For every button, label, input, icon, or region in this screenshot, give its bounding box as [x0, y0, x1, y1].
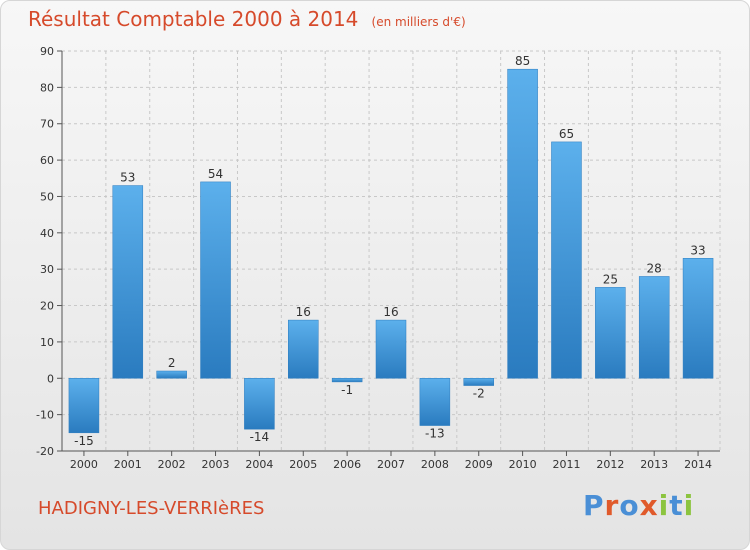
y-tick-label: 80 — [40, 81, 54, 94]
proxiti-logo: Proxiti — [583, 489, 694, 522]
value-label-2011: 65 — [559, 127, 574, 141]
value-label-2000: -15 — [74, 434, 94, 448]
commune-name: HADIGNY-LES-VERRIèRES — [38, 498, 265, 519]
logo-letter: r — [604, 489, 620, 522]
value-label-2004: -14 — [250, 430, 270, 444]
title-text: Résultat Comptable 2000 à 2014 — [28, 7, 359, 31]
value-label-2006: -1 — [341, 383, 353, 397]
x-tick-label: 2004 — [245, 458, 273, 471]
value-label-2005: 16 — [296, 305, 311, 319]
y-tick-label: 20 — [40, 300, 54, 313]
y-tick-label: 0 — [47, 372, 54, 385]
logo-letter: P — [583, 489, 605, 522]
x-tick-label: 2001 — [114, 458, 142, 471]
chart-title: Résultat Comptable 2000 à 2014 (en milli… — [28, 7, 466, 31]
value-label-2009: -2 — [473, 387, 485, 401]
y-tick-label: 70 — [40, 118, 54, 131]
bar-2004 — [244, 378, 275, 430]
x-tick-label: 2000 — [70, 458, 98, 471]
y-tick-label: 50 — [40, 190, 54, 203]
bar-2002 — [156, 370, 187, 379]
value-label-2007: 16 — [383, 305, 398, 319]
value-label-2002: 2 — [168, 356, 176, 370]
x-tick-label: 2003 — [202, 458, 230, 471]
title-unit: (en milliers d'€) — [371, 15, 466, 29]
bar-2008 — [419, 378, 451, 426]
y-tick-label: -10 — [36, 409, 54, 422]
x-tick-label: 2007 — [377, 458, 405, 471]
y-tick-label: 10 — [40, 336, 54, 349]
y-tick-label: -20 — [36, 445, 54, 458]
value-label-2012: 25 — [603, 272, 618, 286]
value-label-2010: 85 — [515, 54, 530, 68]
bar-2003 — [200, 181, 231, 379]
value-label-2014: 33 — [690, 243, 705, 257]
bar-2006 — [331, 378, 363, 383]
bar-2010 — [507, 68, 538, 379]
bars — [68, 68, 714, 434]
bar-2009 — [463, 378, 494, 386]
x-tick-label: 2006 — [333, 458, 361, 471]
bar-2007 — [375, 319, 407, 379]
bar-2013 — [638, 276, 670, 379]
x-tick-label: 2014 — [684, 458, 712, 471]
value-label-2001: 53 — [120, 171, 135, 185]
bar-2014 — [682, 258, 714, 379]
x-tick-label: 2011 — [552, 458, 580, 471]
bar-2001 — [112, 185, 144, 379]
logo-letter: o — [619, 489, 640, 522]
bar-2011 — [551, 141, 582, 379]
y-tick-label: 90 — [40, 45, 54, 58]
logo-letter: i — [658, 489, 670, 522]
bar-2012 — [595, 287, 626, 379]
x-tick-label: 2005 — [289, 458, 317, 471]
axes: -20 -10 0 10 20 30 40 50 60 70 80 90 2000 2001 2002 200… — [36, 45, 720, 471]
x-tick-label: 2013 — [640, 458, 668, 471]
x-tick-label: 2002 — [158, 458, 186, 471]
y-tick-label: 30 — [40, 263, 54, 276]
y-tick-label: 60 — [40, 154, 54, 167]
logo-letter: t — [669, 489, 684, 522]
x-tick-label: 2008 — [421, 458, 449, 471]
x-tick-label: 2012 — [596, 458, 624, 471]
x-tick-label: 2010 — [509, 458, 537, 471]
bar-2005 — [288, 319, 319, 379]
value-label-2003: 54 — [208, 167, 223, 181]
x-tick-label: 2009 — [465, 458, 493, 471]
value-label-2008: -13 — [425, 427, 445, 441]
value-label-2013: 28 — [647, 261, 662, 275]
y-tick-label: 40 — [40, 227, 54, 240]
grid-lines — [62, 50, 721, 452]
logo-letter: i — [683, 489, 695, 522]
logo-letter: x — [639, 489, 659, 522]
bar-2000 — [68, 378, 100, 434]
value-labels: -15 53 2 54 -14 16 -1 16 -13 -2 85 65 25 28 33 — [74, 54, 706, 448]
